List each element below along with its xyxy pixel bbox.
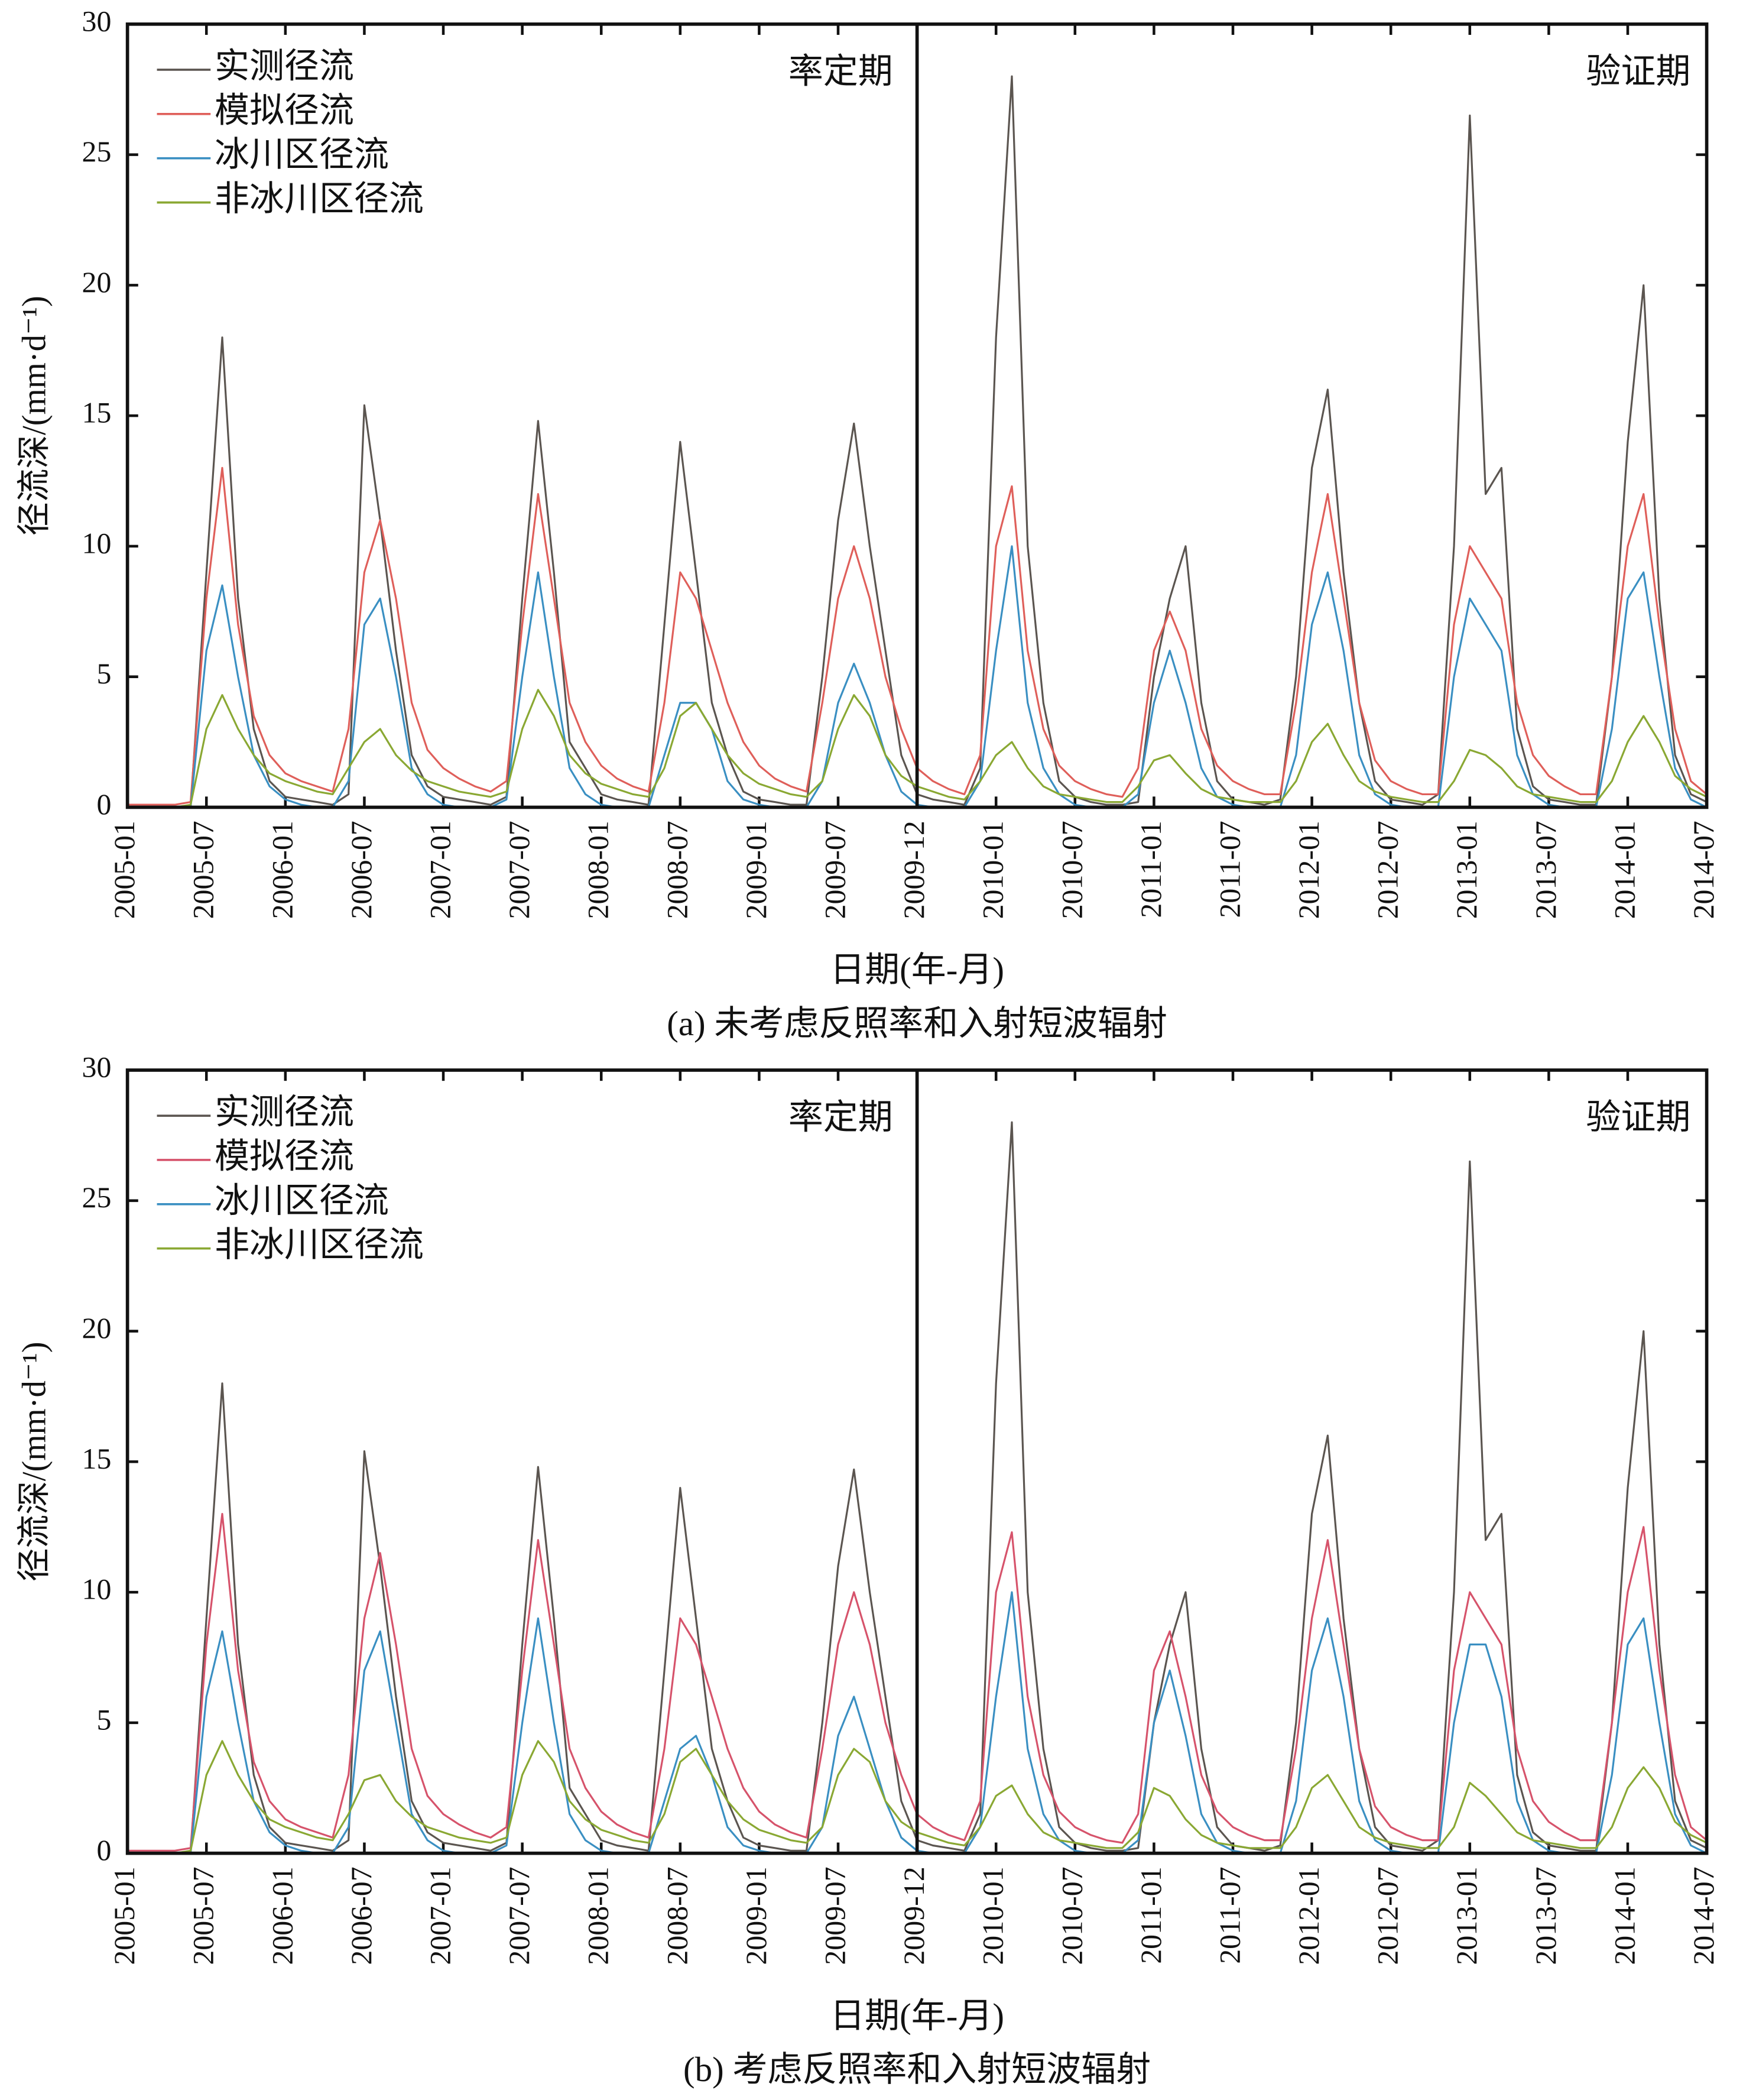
y-tick-label: 20 [82, 1312, 112, 1344]
x-tick-label: 2008-07 [661, 1866, 693, 1965]
x-axis-label: 日期(年-月) [830, 1996, 1004, 2035]
x-tick-label: 2005-07 [187, 821, 220, 919]
x-tick-label: 2013-07 [1530, 821, 1562, 919]
legend-label: 非冰川区径流 [215, 179, 424, 218]
x-tick-label: 2005-01 [108, 821, 141, 919]
x-tick-label: 2013-01 [1450, 821, 1483, 919]
x-tick-label: 2014-01 [1608, 821, 1641, 919]
x-tick-label: 2008-07 [661, 821, 693, 919]
y-tick-label: 5 [96, 657, 111, 690]
y-axis-label: 径流深/(mm·d⁻¹) [16, 296, 53, 536]
x-tick-label: 2012-07 [1372, 821, 1404, 919]
x-tick-label: 2013-07 [1530, 1866, 1562, 1965]
y-axis-label: 径流深/(mm·d⁻¹) [16, 1341, 53, 1582]
panel: 0 5 10 15 20 25 30 2005-01 2005-07 2006-01 2006-07… [16, 1051, 1720, 2089]
period-label: 验证期 [1586, 52, 1690, 91]
y-tick-label: 15 [82, 1443, 112, 1475]
x-tick-label: 2007-07 [503, 1866, 535, 1965]
y-tick-label: 0 [96, 1834, 111, 1866]
y-tick-label: 0 [96, 788, 111, 821]
y-tick-label: 15 [82, 397, 112, 429]
x-tick-label: 2010-01 [977, 821, 1010, 919]
legend-label: 实测径流 [215, 46, 354, 85]
legend-label: 冰川区径流 [215, 1181, 389, 1220]
period-label: 验证期 [1586, 1098, 1690, 1137]
x-tick-label: 2012-01 [1293, 1866, 1325, 1965]
y-tick-label: 20 [82, 266, 112, 299]
x-tick-label: 2014-07 [1687, 821, 1720, 919]
x-tick-label: 2005-07 [187, 1866, 220, 1965]
legend-label: 模拟径流 [215, 1137, 354, 1176]
x-tick-label: 2009-07 [819, 1866, 851, 1965]
legend-label: 实测径流 [215, 1093, 354, 1132]
x-tick-label: 2014-07 [1687, 1866, 1720, 1965]
y-tick-label: 30 [82, 1051, 112, 1083]
plot-frame [125, 22, 1709, 809]
x-tick-label: 2009-12 [898, 821, 930, 919]
panel: 0 5 10 15 20 25 30 2005-01 2005-07 2006-01 2006-07… [16, 5, 1720, 1043]
x-tick-label: 2006-01 [266, 1866, 298, 1965]
x-tick-label: 2011-07 [1213, 821, 1246, 918]
x-tick-label: 2006-01 [266, 821, 298, 919]
x-tick-label: 2010-07 [1056, 1866, 1088, 1965]
x-tick-label: 2008-01 [582, 821, 615, 919]
x-tick-label: 2010-07 [1056, 821, 1088, 919]
x-tick-label: 2009-01 [740, 1866, 772, 1965]
x-tick-label: 2009-12 [898, 1866, 930, 1965]
y-tick-label: 10 [82, 527, 112, 559]
x-tick-label: 2007-01 [424, 1866, 456, 1965]
caption: (b) 考虑反照率和入射短波辐射 [683, 2050, 1151, 2089]
y-tick-label: 25 [82, 1181, 112, 1214]
x-tick-label: 2007-01 [424, 821, 456, 919]
y-tick-label: 5 [96, 1703, 111, 1736]
x-tick-label: 2010-01 [977, 1866, 1010, 1965]
x-tick-label: 2008-01 [582, 1866, 615, 1965]
period-label: 率定期 [788, 1098, 893, 1137]
x-axis-label: 日期(年-月) [830, 950, 1004, 989]
x-tick-label: 2011-01 [1135, 1866, 1167, 1963]
x-tick-label: 2006-07 [345, 1866, 378, 1965]
x-tick-label: 2007-07 [503, 821, 535, 919]
legend-label: 冰川区径流 [215, 135, 389, 174]
x-tick-label: 2012-07 [1372, 1866, 1404, 1965]
x-tick-label: 2012-01 [1293, 821, 1325, 919]
y-tick-label: 10 [82, 1573, 112, 1606]
x-tick-label: 2009-01 [740, 821, 772, 919]
x-tick-label: 2009-07 [819, 821, 851, 919]
caption: (a) 未考虑反照率和入射短波辐射 [667, 1004, 1167, 1043]
x-tick-label: 2013-01 [1450, 1866, 1483, 1965]
plot-frame [125, 1068, 1709, 1855]
x-tick-label: 2005-01 [108, 1866, 141, 1965]
x-tick-label: 2014-01 [1608, 1866, 1641, 1965]
legend-label: 模拟径流 [215, 90, 354, 129]
y-tick-label: 25 [82, 135, 112, 168]
y-tick-label: 30 [82, 5, 112, 37]
legend-label: 非冰川区径流 [215, 1225, 424, 1264]
x-tick-label: 2011-01 [1135, 821, 1167, 918]
x-tick-label: 2011-07 [1213, 1866, 1246, 1963]
x-tick-label: 2006-07 [345, 821, 378, 919]
period-label: 率定期 [788, 52, 893, 91]
